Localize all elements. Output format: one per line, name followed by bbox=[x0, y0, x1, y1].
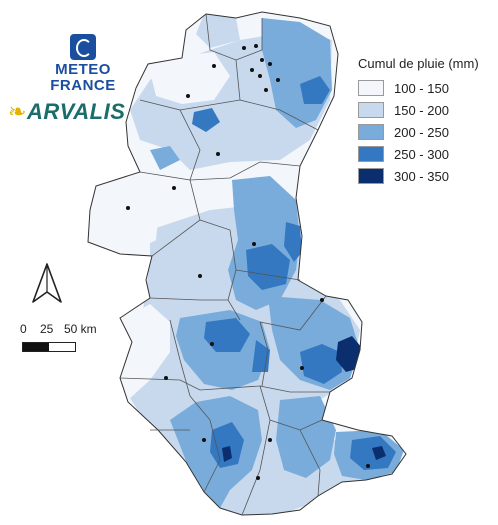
legend-swatch bbox=[358, 146, 384, 162]
legend-label: 150 - 200 bbox=[394, 102, 449, 118]
commune-boundaries bbox=[119, 13, 330, 516]
legend-item: 250 - 300 bbox=[358, 143, 498, 165]
arvalis-logo-text: ARVALIS bbox=[26, 99, 126, 124]
legend-swatch bbox=[358, 80, 384, 96]
meteo-france-logo: METEO FRANCE bbox=[48, 34, 118, 94]
arvalis-logo: ❧ARVALIS bbox=[8, 99, 125, 125]
scale-tick-0: 0 bbox=[20, 322, 27, 336]
scale-bar: 0 25 50 km bbox=[20, 322, 120, 352]
legend-swatch bbox=[358, 102, 384, 118]
legend-label: 250 - 300 bbox=[394, 146, 449, 162]
scale-bar-graphic bbox=[22, 342, 76, 352]
zones-300-350 bbox=[222, 336, 386, 462]
scale-tick-25: 25 bbox=[40, 322, 54, 336]
zones-100-150-pockets bbox=[92, 52, 230, 400]
legend-swatch bbox=[358, 168, 384, 184]
zones-250-300 bbox=[192, 76, 396, 470]
legend-item: 300 - 350 bbox=[358, 165, 498, 187]
legend-item: 200 - 250 bbox=[358, 121, 498, 143]
scale-tick-50: 50 km bbox=[64, 322, 97, 336]
legend: Cumul de pluie (mm) 100 - 150 150 - 200 … bbox=[358, 56, 498, 187]
legend-label: 200 - 250 bbox=[394, 124, 449, 140]
legend-title: Cumul de pluie (mm) bbox=[358, 56, 479, 71]
legend-item: 100 - 150 bbox=[358, 77, 498, 99]
legend-item: 150 - 200 bbox=[358, 99, 498, 121]
city-markers bbox=[126, 44, 370, 480]
legend-label: 100 - 150 bbox=[394, 80, 449, 96]
meteo-logo-line2: FRANCE bbox=[50, 77, 116, 94]
meteo-logo-line1: METEO bbox=[55, 61, 111, 78]
meteo-france-emblem-icon bbox=[70, 34, 96, 60]
legend-swatch bbox=[358, 124, 384, 140]
north-arrow-icon bbox=[32, 263, 62, 303]
legend-label: 300 - 350 bbox=[394, 168, 449, 184]
arvalis-leaf-icon: ❧ bbox=[8, 99, 27, 124]
